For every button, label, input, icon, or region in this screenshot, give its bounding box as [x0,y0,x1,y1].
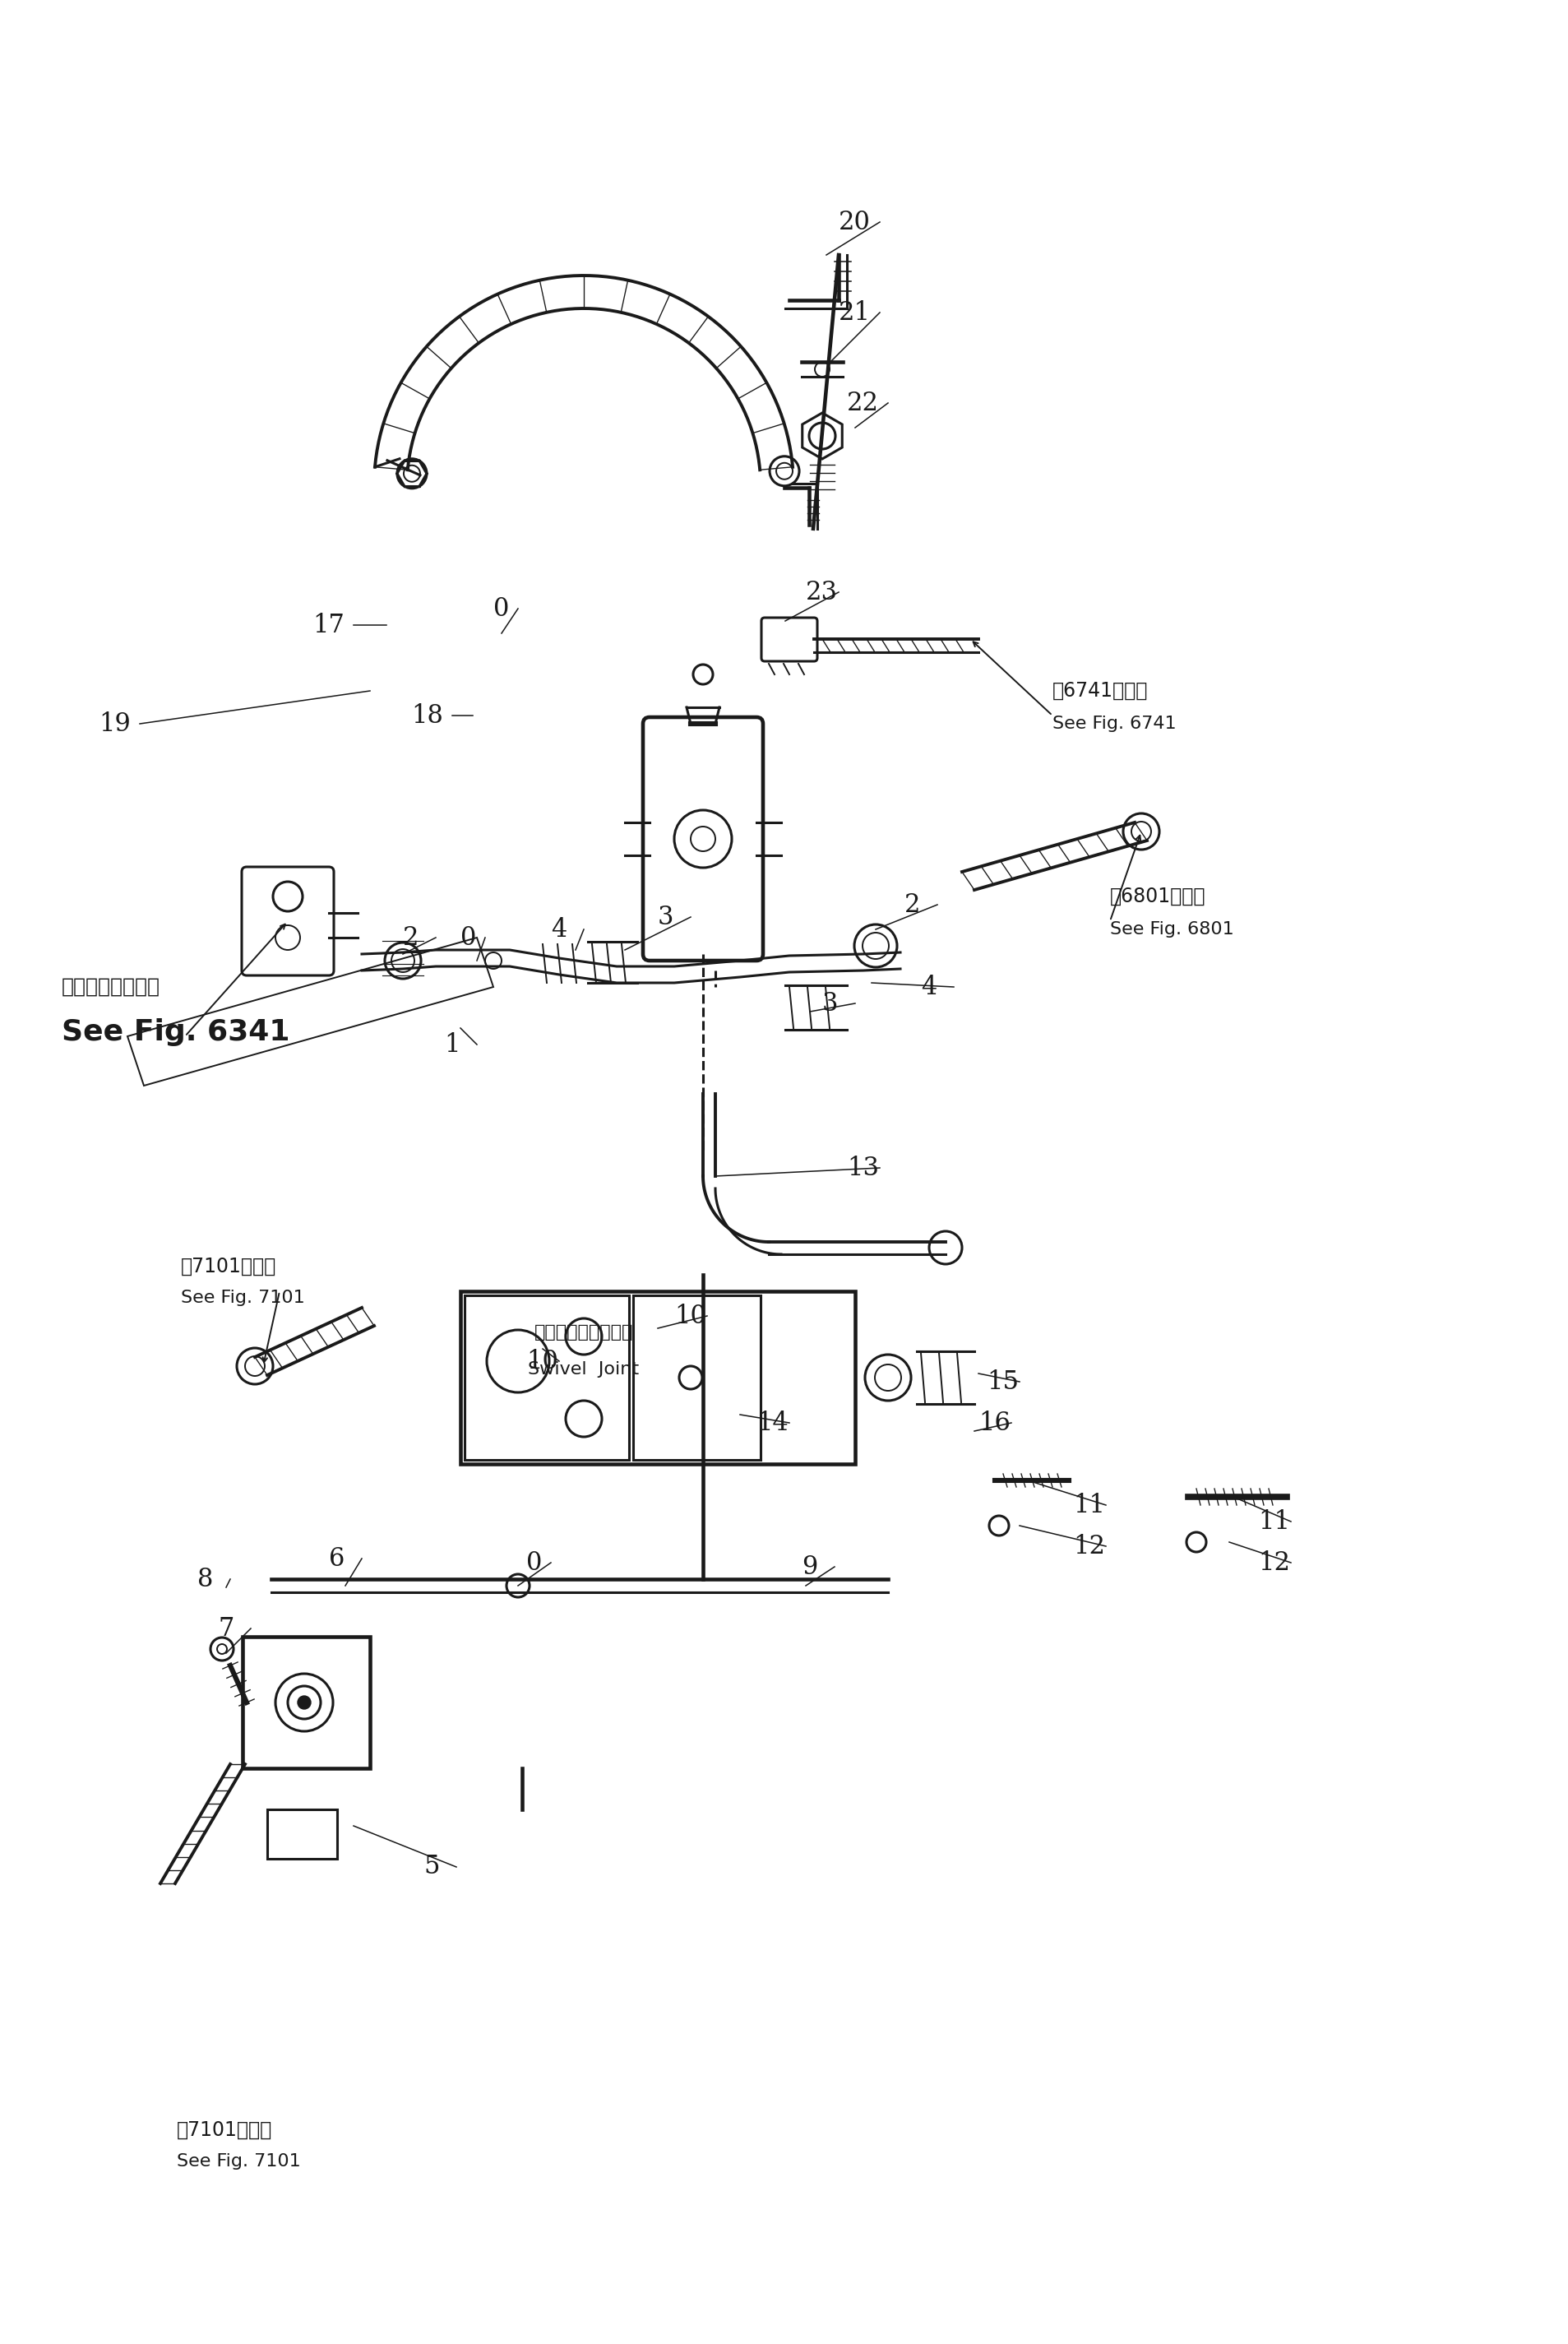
Text: 8: 8 [198,1566,213,1592]
Text: 2: 2 [905,893,920,917]
Text: 第６３４１図参照: 第６３４１図参照 [61,977,160,996]
Text: Swivel  Joint: Swivel Joint [528,1362,640,1378]
Text: 11: 11 [1073,1493,1105,1519]
Text: 21: 21 [839,300,870,326]
Text: 15: 15 [986,1369,1019,1395]
Text: 7: 7 [218,1615,234,1641]
Text: 10: 10 [674,1303,706,1329]
Text: 3: 3 [822,992,839,1017]
Text: 17: 17 [312,612,345,638]
Text: 0: 0 [461,926,477,949]
Text: 第7101図参照: 第7101図参照 [180,1256,276,1277]
Text: 18: 18 [411,703,444,729]
Text: 1: 1 [444,1031,459,1057]
Text: 10: 10 [527,1348,558,1374]
Text: See Fig. 7101: See Fig. 7101 [177,2154,301,2171]
Text: スイベルジョイント: スイベルジョイント [535,1324,633,1341]
Bar [461,1292,855,1465]
Bar [267,1810,337,1859]
Text: See Fig. 6341: See Fig. 6341 [61,1017,290,1045]
Text: 第7101図参照: 第7101図参照 [177,2121,273,2140]
Text: 16: 16 [978,1411,1010,1435]
Text: 4: 4 [920,975,936,999]
Circle shape [298,1697,310,1709]
Text: 6: 6 [329,1545,345,1570]
Bar [464,1296,629,1460]
Text: 14: 14 [756,1411,789,1435]
Text: 13: 13 [847,1156,880,1181]
Text: 23: 23 [806,579,837,605]
Text: See Fig. 6741: See Fig. 6741 [1052,715,1176,731]
Text: 0: 0 [494,595,510,621]
Text: 第6801図参照: 第6801図参照 [1110,886,1206,907]
Text: 22: 22 [847,389,880,415]
Text: 第6741図参照: 第6741図参照 [1052,682,1148,701]
Text: 2: 2 [403,926,419,949]
Text: 20: 20 [839,209,870,234]
Bar [243,1636,370,1767]
Text: 5: 5 [423,1854,439,1880]
Text: See Fig. 7101: See Fig. 7101 [180,1289,304,1306]
Text: 11: 11 [1258,1510,1290,1535]
Text: 12: 12 [1258,1549,1290,1575]
Text: 3: 3 [659,905,674,931]
Text: 12: 12 [1073,1533,1105,1559]
Bar [633,1296,760,1460]
Text: See Fig. 6801: See Fig. 6801 [1110,921,1234,938]
Text: 9: 9 [801,1554,817,1580]
Text: 19: 19 [99,710,130,736]
Text: 4: 4 [550,917,566,942]
Text: 0: 0 [527,1549,543,1575]
